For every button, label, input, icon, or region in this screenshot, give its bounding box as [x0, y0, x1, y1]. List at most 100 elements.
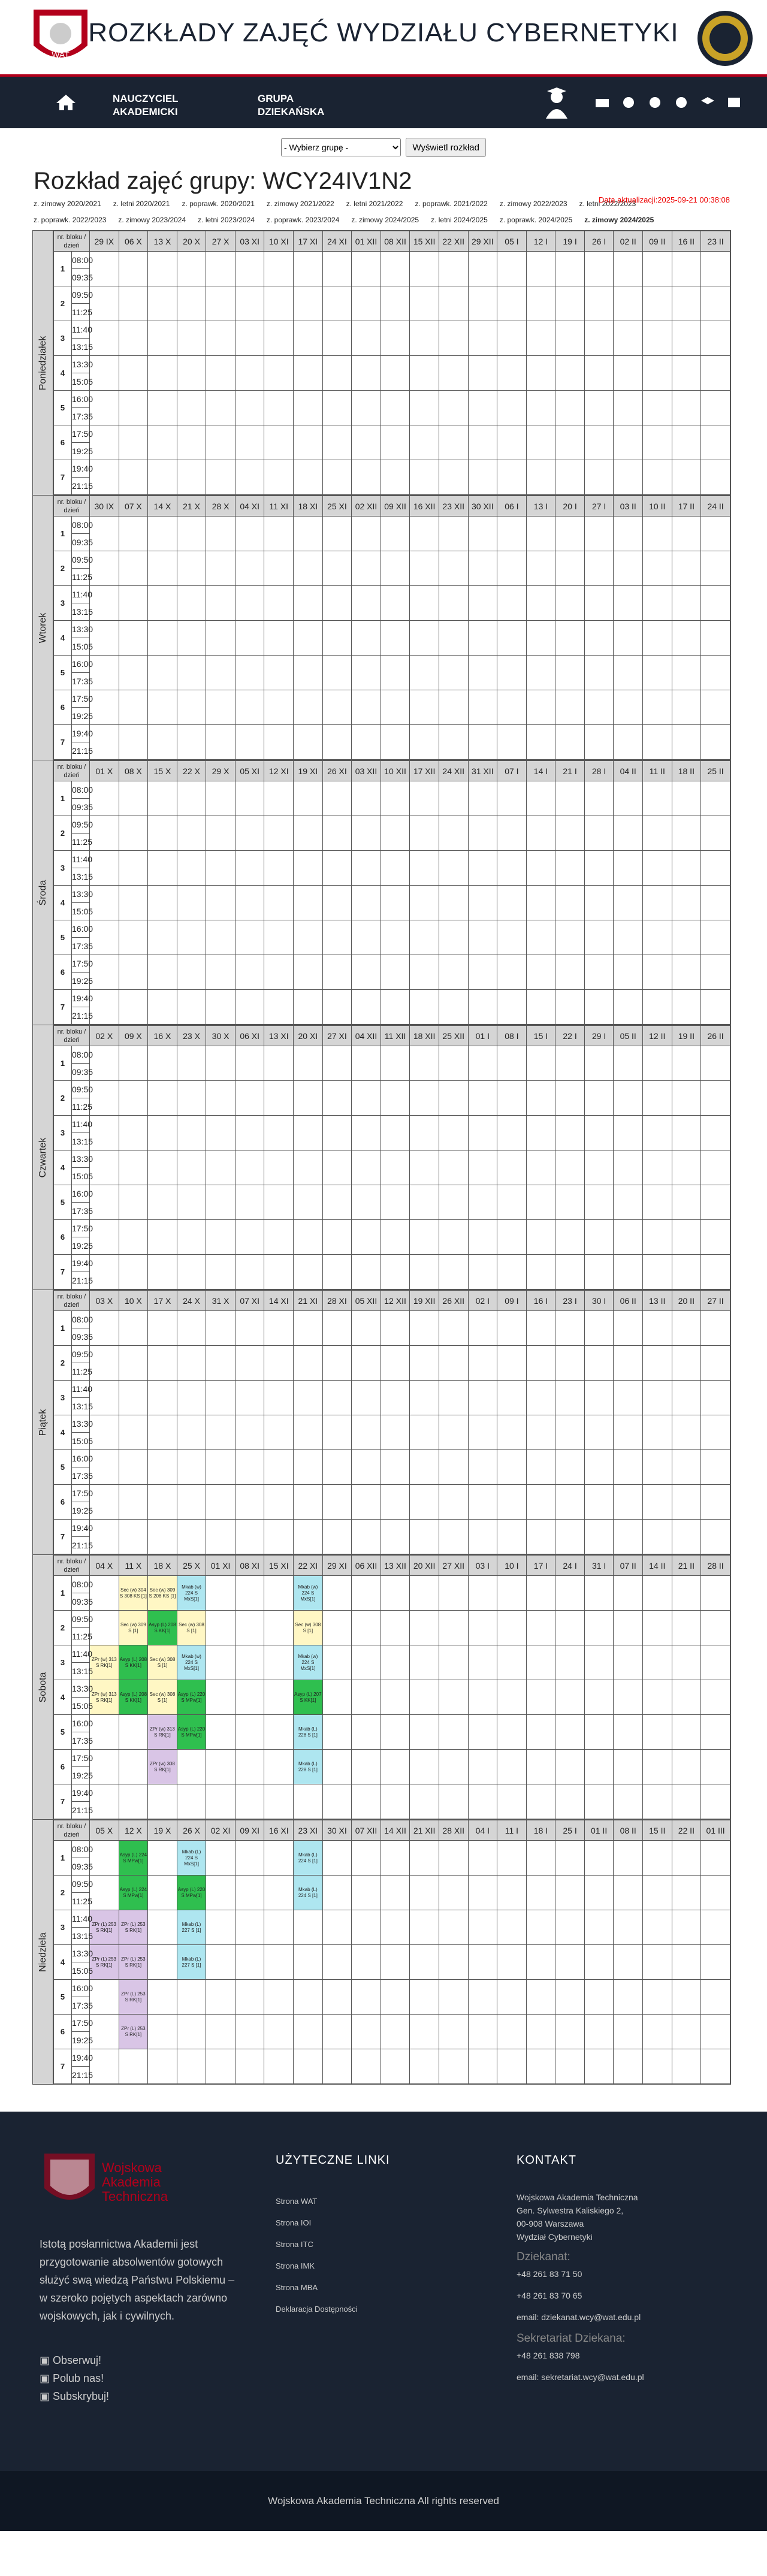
schedule-cell[interactable] [526, 1680, 556, 1715]
schedule-cell[interactable] [409, 690, 439, 725]
schedule-cell[interactable] [234, 1484, 265, 1520]
schedule-cell[interactable] [147, 585, 177, 621]
schedule-cell[interactable] [438, 425, 469, 460]
schedule-cell[interactable] [118, 1185, 149, 1220]
schedule-cell[interactable] [176, 690, 207, 725]
schedule-cell[interactable] [671, 724, 702, 760]
schedule-cell[interactable] [176, 1449, 207, 1485]
schedule-cell[interactable] [147, 1310, 177, 1346]
schedule-cell[interactable] [351, 1185, 381, 1220]
schedule-cell[interactable] [409, 1415, 439, 1450]
schedule-cell[interactable] [293, 1254, 323, 1289]
schedule-cell[interactable] [264, 1046, 294, 1081]
schedule-cell[interactable] [555, 1910, 585, 1945]
schedule-cell[interactable] [526, 1449, 556, 1485]
schedule-cell[interactable] [497, 1944, 527, 1980]
schedule-cell[interactable] [293, 286, 323, 321]
schedule-cell[interactable] [234, 1944, 265, 1980]
schedule-cell[interactable] [700, 920, 730, 955]
schedule-cell[interactable] [409, 655, 439, 690]
schedule-cell[interactable] [118, 516, 149, 551]
schedule-cell[interactable] [555, 1484, 585, 1520]
schedule-cell[interactable] [526, 1875, 556, 1910]
schedule-cell[interactable] [89, 2014, 119, 2049]
schedule-cell[interactable] [293, 690, 323, 725]
lesson-cell[interactable]: Asyp (L) 224 S MPw[1] [118, 1875, 149, 1910]
schedule-cell[interactable] [206, 1944, 235, 1980]
schedule-cell[interactable] [642, 1610, 672, 1645]
schedule-cell[interactable] [264, 655, 294, 690]
home-icon[interactable] [55, 93, 77, 111]
schedule-cell[interactable] [322, 321, 352, 356]
schedule-cell[interactable] [351, 321, 381, 356]
schedule-cell[interactable] [351, 585, 381, 621]
schedule-cell[interactable] [671, 1714, 702, 1750]
schedule-cell[interactable] [89, 850, 119, 886]
secretariat-phone[interactable]: +48 261 838 798 [517, 2351, 580, 2360]
schedule-cell[interactable] [293, 355, 323, 391]
schedule-cell[interactable] [584, 1345, 614, 1381]
schedule-cell[interactable] [89, 1449, 119, 1485]
schedule-cell[interactable] [206, 2049, 235, 2084]
schedule-cell[interactable] [584, 2049, 614, 2084]
schedule-cell[interactable] [526, 1310, 556, 1346]
schedule-cell[interactable] [147, 1254, 177, 1289]
schedule-cell[interactable] [438, 1979, 469, 2015]
semester-link[interactable]: z. zimowy 2020/2021 [34, 200, 101, 208]
schedule-cell[interactable] [526, 690, 556, 725]
schedule-cell[interactable] [438, 1519, 469, 1554]
schedule-cell[interactable] [613, 585, 643, 621]
schedule-cell[interactable] [642, 1185, 672, 1220]
schedule-cell[interactable] [264, 460, 294, 495]
schedule-cell[interactable] [438, 1484, 469, 1520]
schedule-cell[interactable] [497, 425, 527, 460]
schedule-cell[interactable] [206, 355, 235, 391]
schedule-cell[interactable] [118, 690, 149, 725]
schedule-cell[interactable] [264, 724, 294, 760]
schedule-cell[interactable] [526, 1784, 556, 1819]
schedule-cell[interactable] [438, 1910, 469, 1945]
schedule-cell[interactable] [176, 620, 207, 656]
semester-link[interactable]: z. poprawk. 2022/2023 [34, 216, 107, 224]
schedule-cell[interactable] [555, 885, 585, 920]
schedule-cell[interactable] [322, 1449, 352, 1485]
schedule-cell[interactable] [584, 1115, 614, 1150]
schedule-cell[interactable] [671, 1046, 702, 1081]
schedule-cell[interactable] [206, 850, 235, 886]
schedule-cell[interactable] [671, 885, 702, 920]
schedule-cell[interactable] [147, 1944, 177, 1980]
schedule-cell[interactable] [234, 1415, 265, 1450]
schedule-cell[interactable] [642, 321, 672, 356]
link-icon-4[interactable] [699, 95, 717, 110]
schedule-cell[interactable] [351, 2049, 381, 2084]
schedule-cell[interactable] [147, 355, 177, 391]
schedule-cell[interactable] [206, 1645, 235, 1680]
schedule-cell[interactable] [671, 1680, 702, 1715]
schedule-cell[interactable] [497, 1519, 527, 1554]
schedule-cell[interactable] [671, 1840, 702, 1876]
schedule-cell[interactable] [322, 850, 352, 886]
schedule-cell[interactable] [700, 724, 730, 760]
schedule-cell[interactable] [380, 920, 410, 955]
schedule-cell[interactable] [234, 286, 265, 321]
schedule-cell[interactable] [613, 781, 643, 816]
schedule-cell[interactable] [89, 1380, 119, 1415]
schedule-cell[interactable] [380, 390, 410, 425]
schedule-cell[interactable] [293, 885, 323, 920]
schedule-cell[interactable] [584, 620, 614, 656]
schedule-cell[interactable] [497, 1219, 527, 1255]
schedule-cell[interactable] [467, 1575, 498, 1611]
schedule-cell[interactable] [322, 1415, 352, 1450]
schedule-cell[interactable] [322, 781, 352, 816]
schedule-cell[interactable] [293, 1449, 323, 1485]
schedule-cell[interactable] [206, 885, 235, 920]
schedule-cell[interactable] [642, 989, 672, 1025]
schedule-cell[interactable] [526, 286, 556, 321]
schedule-cell[interactable] [438, 655, 469, 690]
schedule-cell[interactable] [89, 690, 119, 725]
schedule-cell[interactable] [89, 1310, 119, 1346]
schedule-cell[interactable] [497, 2014, 527, 2049]
schedule-cell[interactable] [584, 1484, 614, 1520]
schedule-cell[interactable] [497, 1080, 527, 1116]
schedule-cell[interactable] [322, 1150, 352, 1185]
